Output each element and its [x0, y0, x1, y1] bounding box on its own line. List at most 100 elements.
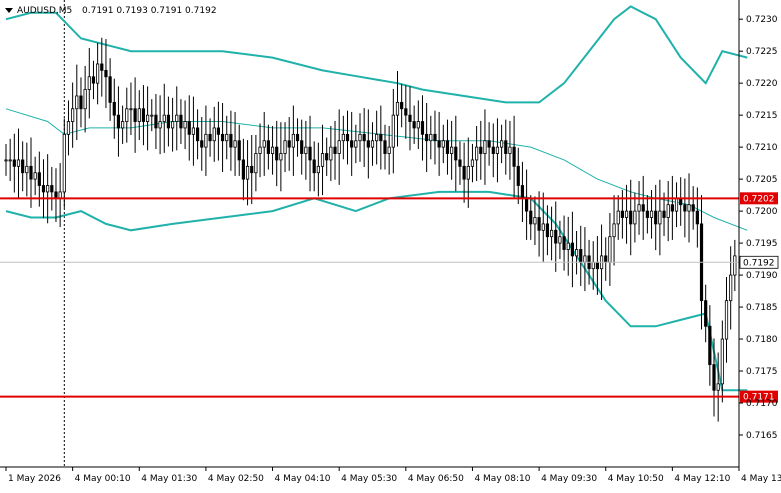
candle[interactable]: [616, 195, 620, 240]
candle[interactable]: [533, 196, 537, 246]
candle[interactable]: [41, 159, 46, 219]
candle[interactable]: [666, 181, 670, 242]
candle[interactable]: [245, 140, 250, 206]
candle[interactable]: [325, 137, 329, 176]
candle[interactable]: [183, 100, 187, 150]
candle[interactable]: [208, 118, 212, 157]
candle[interactable]: [366, 109, 370, 179]
candle[interactable]: [329, 126, 333, 182]
candle[interactable]: [687, 173, 691, 243]
candle[interactable]: [133, 77, 137, 153]
horizontal-levels[interactable]: 0.7192 0.7202 0.7171: [0, 192, 779, 403]
candle[interactable]: [412, 105, 416, 144]
candle[interactable]: [229, 110, 233, 171]
candle[interactable]: [450, 120, 454, 180]
candle[interactable]: [25, 142, 29, 197]
candle[interactable]: [191, 96, 196, 166]
candle[interactable]: [437, 111, 441, 176]
candle[interactable]: [549, 206, 554, 261]
candle[interactable]: [96, 42, 100, 105]
candle[interactable]: [466, 137, 470, 208]
candle[interactable]: [87, 47, 91, 119]
candle[interactable]: [624, 184, 629, 244]
candle[interactable]: [237, 124, 241, 176]
candle[interactable]: [337, 109, 341, 185]
candle[interactable]: [483, 109, 487, 185]
candle[interactable]: [166, 96, 171, 147]
candle[interactable]: [33, 156, 37, 196]
candle[interactable]: [400, 83, 404, 128]
candle[interactable]: [645, 195, 649, 234]
candle[interactable]: [629, 179, 633, 256]
candle[interactable]: [554, 201, 558, 272]
candle[interactable]: [383, 124, 387, 170]
candle[interactable]: [121, 105, 125, 144]
candle[interactable]: [146, 86, 150, 151]
candle[interactable]: [216, 101, 221, 161]
candle[interactable]: [308, 115, 312, 192]
candle[interactable]: [512, 115, 516, 198]
candle[interactable]: [233, 111, 237, 176]
candle[interactable]: [500, 124, 504, 164]
candle[interactable]: [295, 118, 300, 157]
candle[interactable]: [333, 120, 337, 180]
candle[interactable]: [570, 211, 575, 288]
candle[interactable]: [137, 90, 141, 141]
candle[interactable]: [508, 120, 512, 180]
candle[interactable]: [354, 124, 358, 164]
candle[interactable]: [270, 126, 275, 175]
candle[interactable]: [475, 126, 479, 182]
candle[interactable]: [670, 175, 674, 240]
candle[interactable]: [258, 123, 262, 178]
candle[interactable]: [62, 118, 66, 208]
candle[interactable]: [479, 120, 483, 180]
candle[interactable]: [16, 128, 21, 198]
candle[interactable]: [458, 141, 462, 185]
candle[interactable]: [287, 117, 291, 171]
candle[interactable]: [212, 106, 216, 162]
candle[interactable]: [454, 115, 458, 192]
candle[interactable]: [250, 134, 254, 205]
candle[interactable]: [558, 220, 562, 260]
candle[interactable]: [358, 113, 362, 162]
candle[interactable]: [304, 120, 308, 180]
candle[interactable]: [429, 115, 433, 160]
candle[interactable]: [220, 102, 225, 173]
candle[interactable]: [187, 95, 191, 161]
candle[interactable]: [279, 122, 283, 192]
candle[interactable]: [720, 320, 724, 403]
candle[interactable]: [441, 124, 445, 164]
candle[interactable]: [545, 205, 550, 256]
candle[interactable]: [175, 86, 179, 151]
candle[interactable]: [708, 305, 712, 386]
candle[interactable]: [158, 95, 162, 155]
candle[interactable]: [391, 88, 395, 174]
candle[interactable]: [504, 119, 508, 175]
candle[interactable]: [425, 102, 429, 173]
candle[interactable]: [716, 352, 720, 422]
candle[interactable]: [662, 192, 666, 237]
candle[interactable]: [487, 122, 491, 166]
candle[interactable]: [170, 97, 175, 152]
candle[interactable]: [445, 119, 450, 175]
candle[interactable]: [420, 95, 425, 161]
candle[interactable]: [537, 191, 541, 257]
candle[interactable]: [71, 82, 75, 148]
candle[interactable]: [370, 122, 375, 166]
candle[interactable]: [641, 175, 645, 240]
candle[interactable]: [375, 110, 379, 165]
candle[interactable]: [266, 124, 270, 170]
candle[interactable]: [291, 105, 295, 176]
candle[interactable]: [470, 143, 475, 183]
candle[interactable]: [150, 99, 154, 132]
candle[interactable]: [29, 137, 33, 208]
candle[interactable]: [729, 246, 733, 330]
candle[interactable]: [495, 118, 500, 183]
candle[interactable]: [529, 195, 533, 240]
candle[interactable]: [4, 143, 8, 176]
candle[interactable]: [112, 78, 116, 139]
candle[interactable]: [654, 184, 658, 251]
candle[interactable]: [316, 142, 320, 197]
candle[interactable]: [154, 94, 158, 150]
